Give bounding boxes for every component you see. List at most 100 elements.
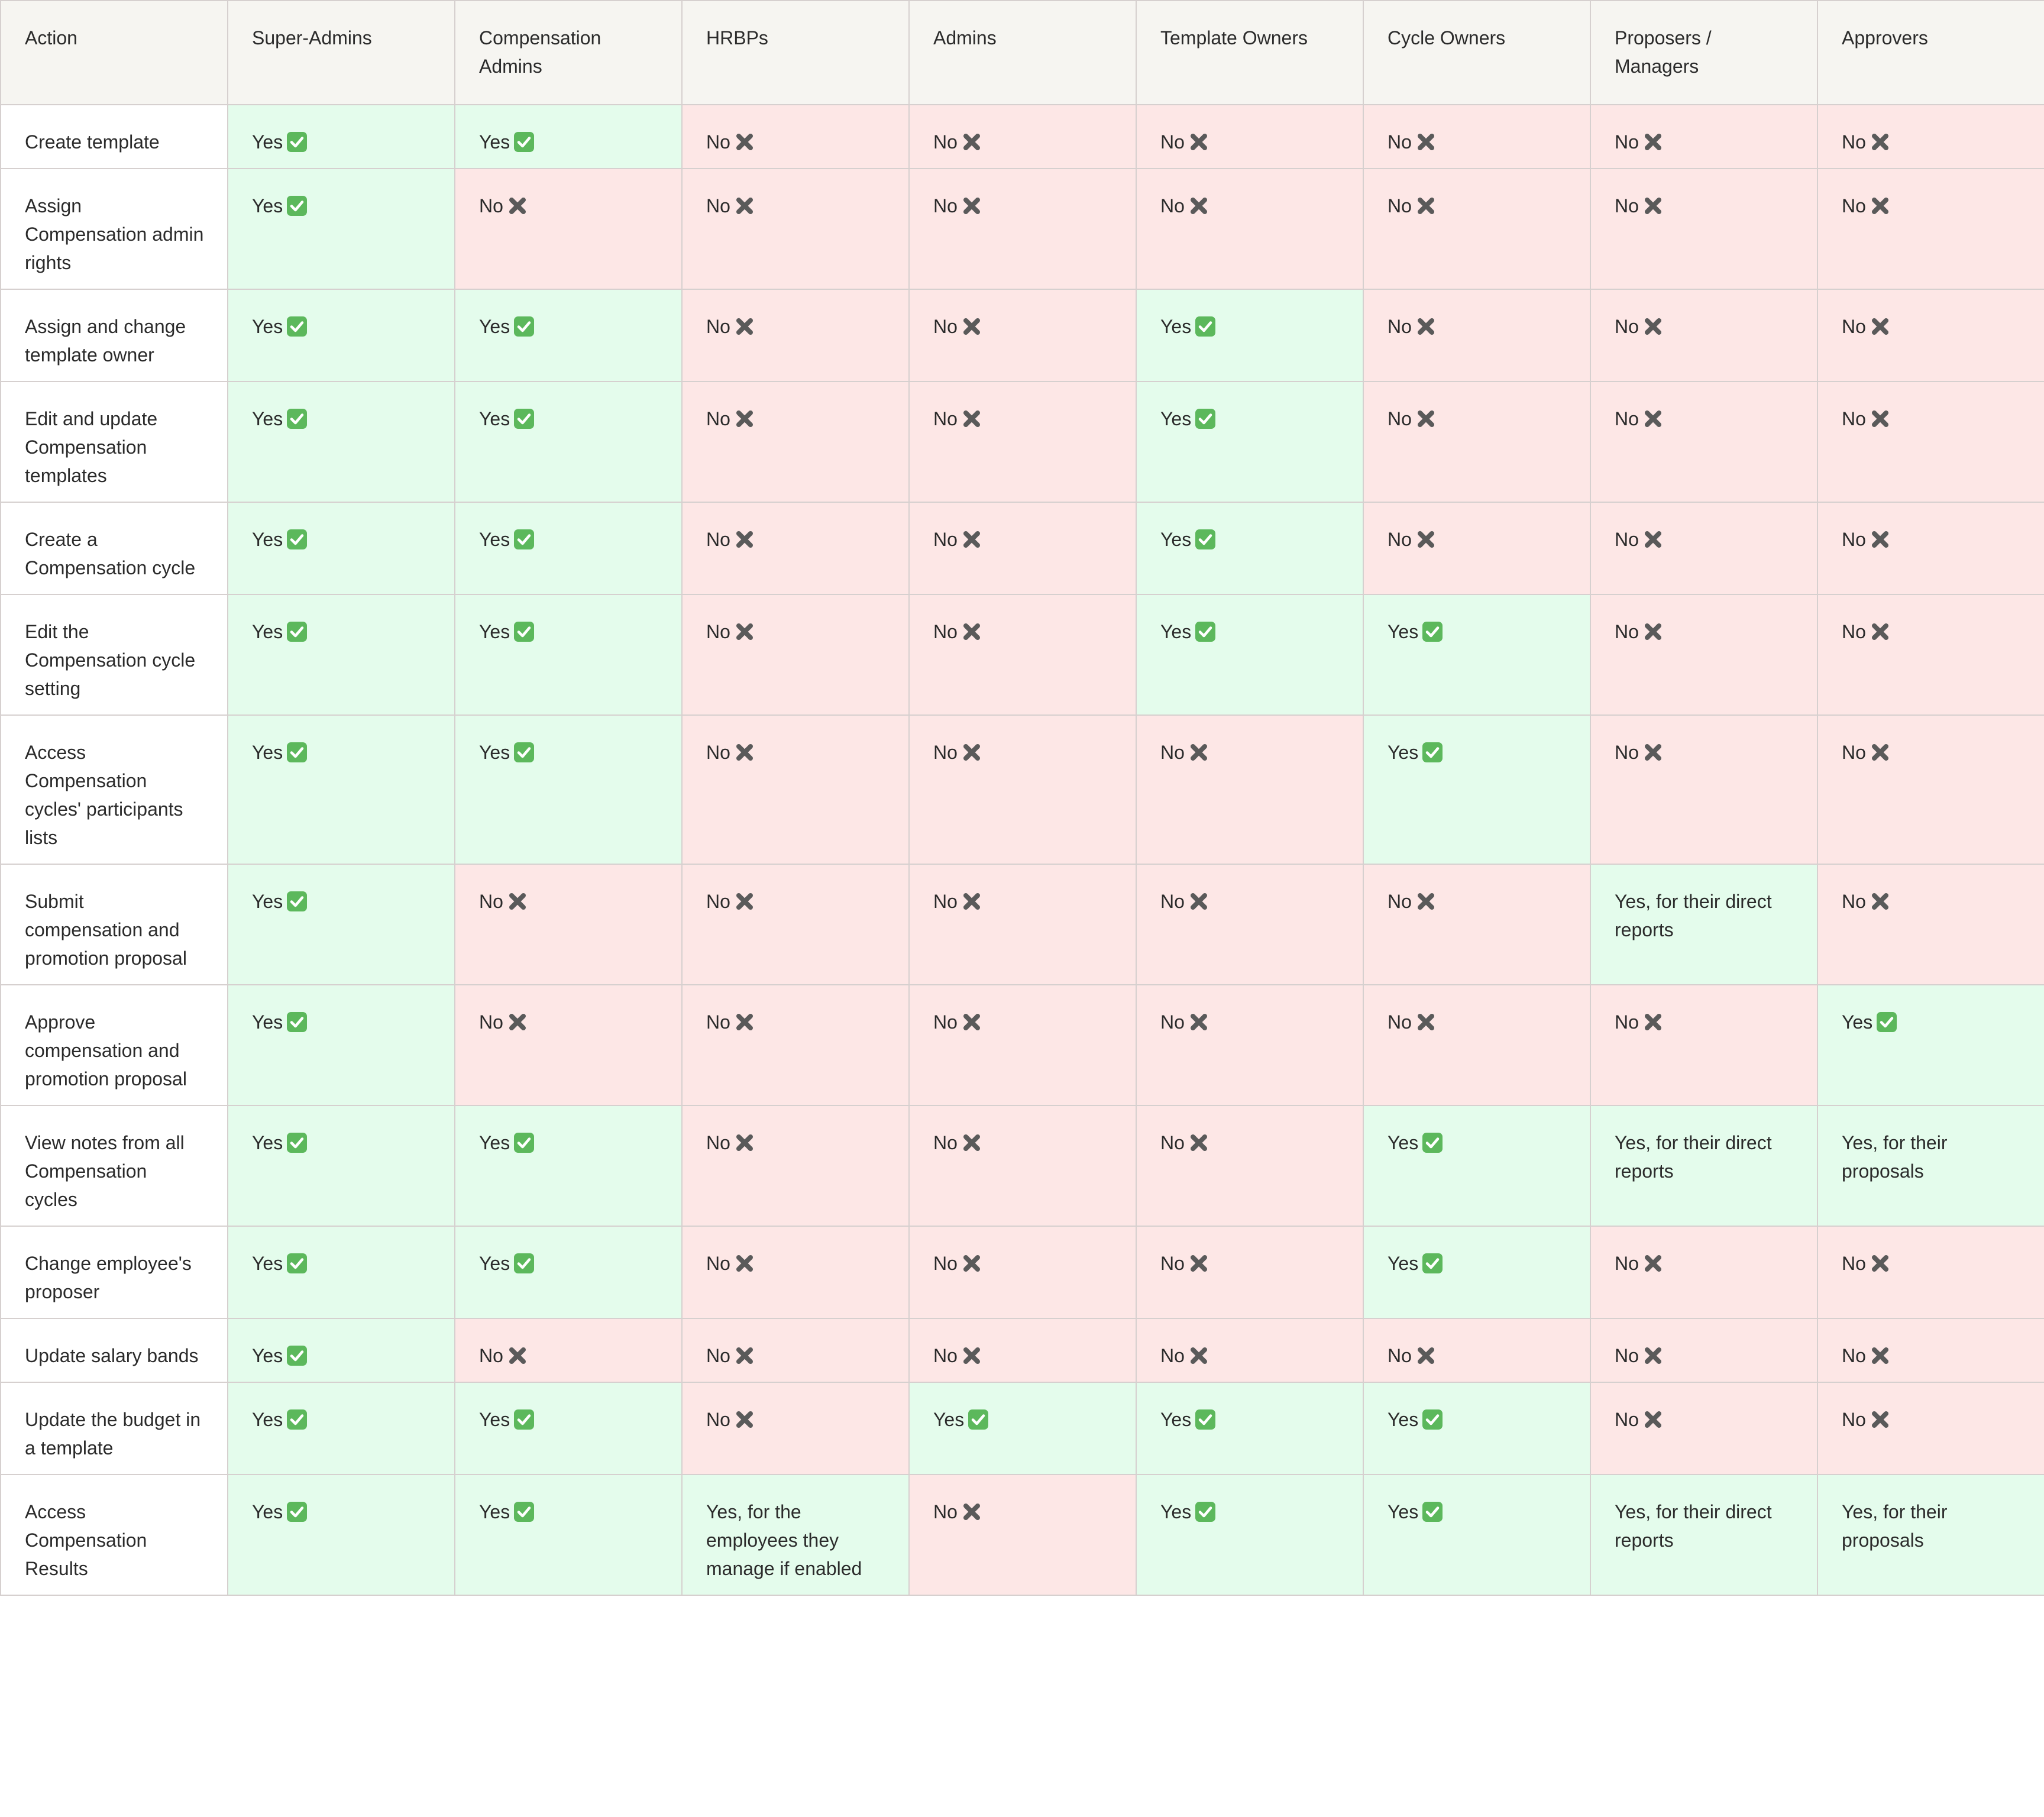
permission-value: No	[479, 195, 503, 216]
permission-cell-hrbps: No	[681, 864, 910, 985]
cross-icon	[734, 621, 755, 642]
action-cell: Update salary bands	[0, 1318, 228, 1383]
check-icon	[286, 1253, 308, 1274]
action-cell: Create a Compensation cycle	[0, 502, 228, 595]
permission-value: No	[1388, 195, 1412, 216]
permission-value: No	[1388, 408, 1412, 429]
check-icon	[513, 529, 535, 550]
permission-cell-approvers: Yes, for their proposals	[1817, 1105, 2044, 1227]
cross-icon	[507, 1011, 528, 1033]
table-body: Create template Yes Yes No No No No No No Assign …	[0, 104, 2044, 1596]
permission-value: No	[479, 1345, 503, 1366]
cross-icon	[1642, 1253, 1664, 1274]
permission-value: No	[933, 1253, 958, 1274]
permission-value: Yes, for their direct reports	[1615, 1132, 1772, 1182]
permission-value: No	[1842, 316, 1866, 337]
cross-icon	[734, 195, 755, 216]
permission-value: No	[706, 891, 730, 912]
cross-icon	[734, 742, 755, 763]
permission-cell-cycle-owners: No	[1363, 1318, 1591, 1383]
permission-value: Yes	[479, 131, 510, 153]
permission-cell-proposers-managers: No	[1590, 1318, 1818, 1383]
cross-icon	[507, 1345, 528, 1366]
header-row: Action Super-Admins Compensation Admins HRB…	[0, 0, 2044, 105]
cross-icon	[1642, 621, 1664, 642]
permission-value: No	[1842, 1345, 1866, 1366]
permission-cell-approvers: No	[1817, 1318, 2044, 1383]
permission-cell-super-admins: Yes	[227, 714, 455, 865]
check-icon	[1195, 621, 1216, 642]
table-row: Update the budget in a template Yes Yes No Y…	[0, 1382, 2044, 1475]
cross-icon	[1870, 1409, 1891, 1430]
permission-value: Yes	[1388, 742, 1419, 763]
action-cell: Edit the Compensation cycle setting	[0, 594, 228, 716]
cross-icon	[1188, 891, 1209, 912]
cross-icon	[961, 529, 982, 550]
permission-cell-compensation-admins: Yes	[454, 1226, 683, 1319]
check-icon	[1422, 1132, 1443, 1153]
permission-cell-template-owners: No	[1136, 168, 1364, 290]
action-cell: Change employee's proposer	[0, 1226, 228, 1319]
permission-value: No	[706, 529, 730, 550]
permission-cell-approvers: Yes	[1817, 984, 2044, 1106]
check-icon	[1422, 1409, 1443, 1430]
permission-value: No	[933, 891, 958, 912]
permission-value: Yes	[1388, 1501, 1419, 1522]
permission-value: Yes	[252, 621, 283, 642]
cross-icon	[961, 316, 982, 337]
permission-cell-compensation-admins: Yes	[454, 1382, 683, 1475]
cross-icon	[1188, 1011, 1209, 1033]
permission-cell-hrbps: Yes, for the employees they manage if en…	[681, 1474, 910, 1596]
permission-cell-compensation-admins: No	[454, 1318, 683, 1383]
cross-icon	[734, 1132, 755, 1153]
permission-cell-super-admins: Yes	[227, 1318, 455, 1383]
permission-value: Yes	[1388, 1132, 1419, 1153]
cross-icon	[961, 195, 982, 216]
permission-value: Yes, for their direct reports	[1615, 891, 1772, 940]
cross-icon	[1188, 742, 1209, 763]
permission-value: No	[706, 131, 730, 153]
permission-cell-super-admins: Yes	[227, 502, 455, 595]
permission-cell-template-owners: Yes	[1136, 502, 1364, 595]
permission-value: No	[1160, 195, 1185, 216]
check-icon	[1195, 408, 1216, 429]
permission-value: No	[1842, 529, 1866, 550]
cross-icon	[1415, 1011, 1437, 1033]
permission-value: Yes	[1388, 621, 1419, 642]
column-header-cycle-owners: Cycle Owners	[1363, 0, 1591, 105]
permission-cell-super-admins: Yes	[227, 1226, 455, 1319]
permission-cell-approvers: No	[1817, 1382, 2044, 1475]
permission-value: No	[933, 621, 958, 642]
action-cell: Access Compensation Results	[0, 1474, 228, 1596]
permission-cell-super-admins: Yes	[227, 1474, 455, 1596]
cross-icon	[1642, 742, 1664, 763]
cross-icon	[1870, 529, 1891, 550]
permission-value: No	[1388, 1345, 1412, 1366]
cross-icon	[1188, 1132, 1209, 1153]
column-header-super-admins: Super-Admins	[227, 0, 455, 105]
permission-cell-hrbps: No	[681, 289, 910, 382]
permission-cell-admins: No	[908, 594, 1137, 716]
check-icon	[286, 1011, 308, 1033]
table-row: Approve compensation and promotion propo…	[0, 984, 2044, 1106]
permission-cell-hrbps: No	[681, 984, 910, 1106]
permission-value: No	[1615, 742, 1639, 763]
permission-value: No	[933, 1132, 958, 1153]
permission-value: No	[1615, 408, 1639, 429]
cross-icon	[1415, 316, 1437, 337]
permission-value: No	[1388, 1011, 1412, 1033]
permission-value: Yes, for their proposals	[1842, 1501, 1948, 1551]
permission-value: Yes	[252, 1409, 283, 1430]
permission-value: Yes	[252, 1253, 283, 1274]
check-icon	[1422, 1501, 1443, 1522]
cross-icon	[734, 1253, 755, 1274]
permission-value: No	[1842, 131, 1866, 153]
table-row: Create a Compensation cycle Yes Yes No No Yes…	[0, 502, 2044, 595]
permission-cell-proposers-managers: No	[1590, 502, 1818, 595]
cross-icon	[1870, 1253, 1891, 1274]
permission-value: Yes	[252, 1011, 283, 1033]
permission-cell-template-owners: No	[1136, 1318, 1364, 1383]
permission-value: Yes	[252, 1501, 283, 1522]
cross-icon	[1415, 1345, 1437, 1366]
permission-value: Yes	[1160, 621, 1192, 642]
